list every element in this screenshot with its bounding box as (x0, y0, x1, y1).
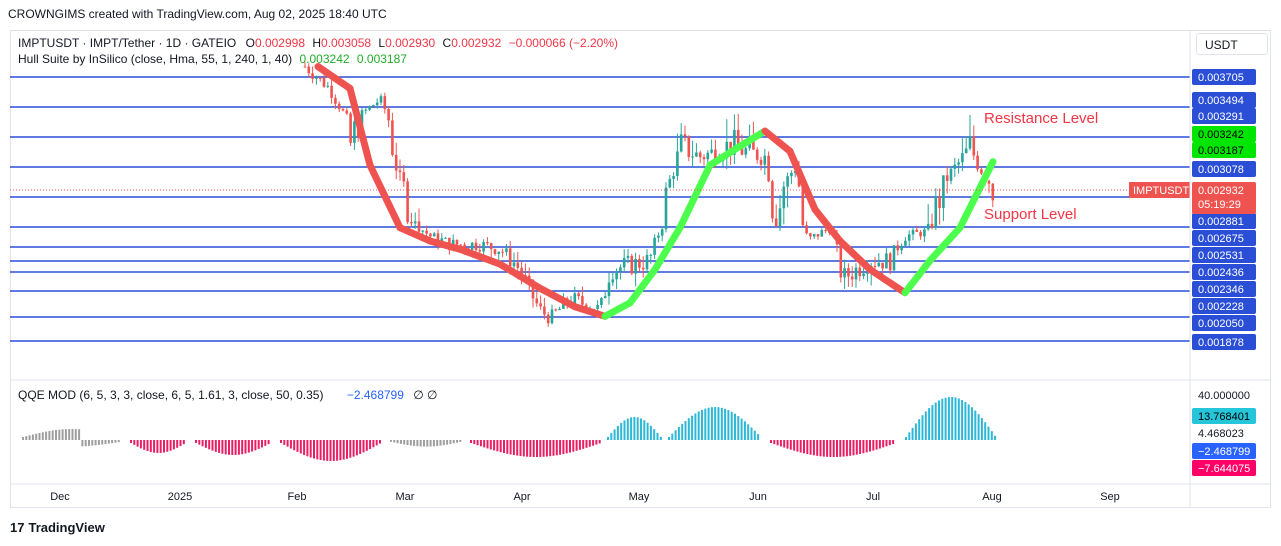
tradingview-logo-icon: 17 (10, 520, 25, 535)
brand-label: TradingView (28, 520, 105, 535)
chart-frame (10, 30, 1271, 508)
qqe-legend[interactable]: QQE MOD (6, 5, 3, 3, close, 6, 5, 1.61, … (18, 388, 437, 402)
symbol-legend[interactable]: IMPTUSDT · IMPT/Tether · 1D · GATEIO O0.… (18, 35, 618, 67)
close-label: C (442, 36, 452, 50)
tradingview-brand[interactable]: 17 TradingView (10, 520, 105, 535)
qqe-value: −2.468799 (346, 388, 404, 402)
low-value: 0.002930 (385, 36, 436, 50)
hull-indicator-name[interactable]: Hull Suite by InSilico (close, Hma, 55, … (18, 52, 293, 66)
open-label: O (245, 36, 255, 50)
high-value: 0.003058 (321, 36, 372, 50)
hull-value-1: 0.003242 (299, 52, 350, 66)
low-label: L (378, 36, 386, 50)
chart-watermark: CROWNGIMS created with TradingView.com, … (8, 7, 387, 21)
open-value: 0.002998 (254, 36, 305, 50)
hull-value-2: 0.003187 (356, 52, 407, 66)
high-label: H (312, 36, 322, 50)
qqe-extra: ∅ ∅ (413, 388, 438, 402)
symbol-title[interactable]: IMPTUSDT · IMPT/Tether · 1D · GATEIO (18, 36, 237, 50)
qqe-indicator-name[interactable]: QQE MOD (6, 5, 3, 3, close, 6, 5, 1.61, … (18, 388, 324, 402)
change-value: −0.000066 (−2.20%) (508, 36, 619, 50)
close-value: 0.002932 (451, 36, 502, 50)
currency-selector[interactable]: USDT (1196, 33, 1268, 55)
